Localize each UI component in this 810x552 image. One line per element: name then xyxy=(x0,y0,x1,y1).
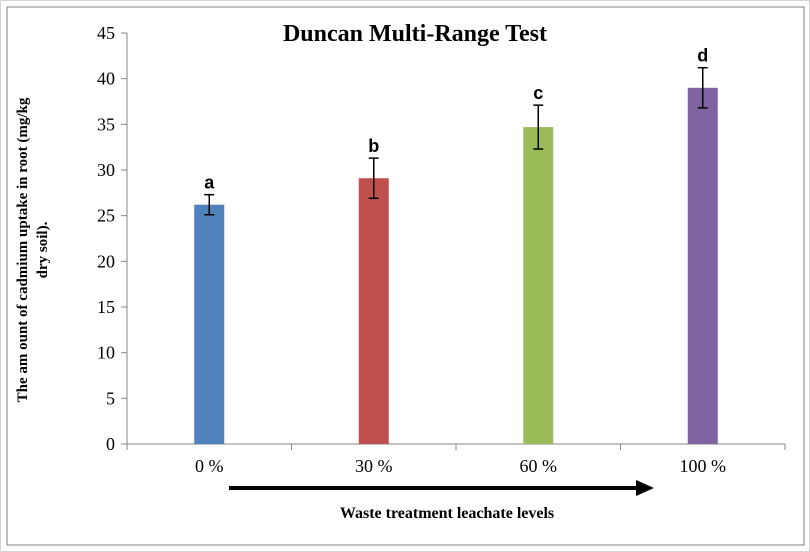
y-axis-label-line-2: dry soil). xyxy=(35,221,51,278)
arrow-right-icon xyxy=(229,480,654,496)
bar xyxy=(194,204,225,444)
axes xyxy=(121,32,786,450)
x-tick-label: 30 % xyxy=(355,456,393,476)
error-bars xyxy=(204,66,708,216)
significance-letter: a xyxy=(204,173,215,193)
y-tick-label: 5 xyxy=(106,388,115,408)
y-tick-label: 35 xyxy=(97,114,115,134)
bar xyxy=(523,127,554,444)
y-tick-label: 45 xyxy=(97,23,115,43)
bar xyxy=(687,87,718,445)
chart-border xyxy=(6,6,805,546)
bar xyxy=(358,178,389,444)
y-tick-labels: 0 5 10 15 20 25 30 35 40 45 xyxy=(97,23,115,454)
x-axis-label: Waste treatment leachate levels xyxy=(340,505,554,522)
significance-letter: b xyxy=(368,136,379,156)
x-tick-label: 100 % xyxy=(680,456,727,476)
significance-labels: a b c d xyxy=(204,46,708,193)
y-tick-label: 0 xyxy=(106,434,115,454)
significance-letter: c xyxy=(533,83,543,103)
y-tick-label: 40 xyxy=(97,69,115,89)
x-tick-label: 60 % xyxy=(520,456,558,476)
y-tick-label: 30 xyxy=(97,160,115,180)
y-tick-label: 15 xyxy=(97,297,115,317)
y-tick-label: 20 xyxy=(97,251,115,271)
y-tick-label: 25 xyxy=(97,206,115,226)
x-tick-labels: 0 % 30 % 60 % 100 % xyxy=(195,456,726,476)
y-axis-label-line-1: The am ount of cadmium uptake in root (m… xyxy=(15,97,31,402)
y-tick-label: 10 xyxy=(97,343,115,363)
x-tick-label: 0 % xyxy=(195,456,224,476)
chart-title: Duncan Multi-Range Test xyxy=(283,21,547,47)
significance-letter: d xyxy=(697,46,708,66)
bars xyxy=(194,87,718,445)
